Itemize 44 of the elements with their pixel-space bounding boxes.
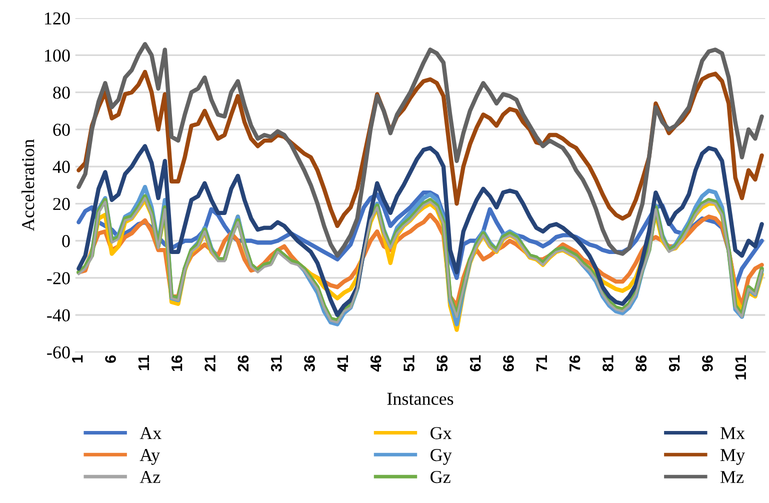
x-tick-label: 61 bbox=[470, 355, 481, 372]
y-tick-label: -60 bbox=[47, 346, 70, 359]
legend-label: My bbox=[720, 449, 745, 465]
y-tick-label: -20 bbox=[47, 272, 70, 284]
x-tick-label: 51 bbox=[404, 355, 414, 372]
x-tick-label: 66 bbox=[503, 355, 514, 372]
legend-label: Mz bbox=[720, 471, 744, 483]
x-tick-label: 26 bbox=[238, 355, 249, 372]
x-tick-label: 71 bbox=[536, 355, 547, 372]
x-tick-label: 36 bbox=[304, 355, 315, 372]
y-tick-label: 40 bbox=[52, 160, 70, 173]
x-tick-label: 86 bbox=[636, 355, 647, 372]
y-axis-title: Acceleration bbox=[21, 139, 34, 232]
x-tick-label: 81 bbox=[602, 355, 614, 372]
y-tick-label: 20 bbox=[53, 198, 70, 210]
y-tick-label: 60 bbox=[53, 124, 70, 136]
x-tick-label: 41 bbox=[337, 355, 348, 372]
legend-label: Az bbox=[140, 470, 160, 483]
x-tick-label: 76 bbox=[569, 355, 580, 372]
legend-label: Ax bbox=[140, 427, 162, 440]
x-tick-label: 46 bbox=[370, 355, 382, 372]
x-tick-label: 91 bbox=[668, 355, 680, 372]
x-tick-label: 101 bbox=[735, 355, 746, 380]
x-tick-label: 31 bbox=[270, 355, 282, 372]
legend-label: Gz bbox=[430, 470, 450, 484]
y-tick-label: 80 bbox=[53, 86, 70, 99]
y-tick-label: 0 bbox=[62, 235, 70, 248]
x-axis-title: Instances bbox=[387, 392, 454, 405]
legend-label: Mx bbox=[720, 427, 745, 440]
legend-label: Gx bbox=[430, 427, 452, 440]
x-tick-label: 11 bbox=[138, 355, 149, 370]
line-series bbox=[76, 42, 764, 258]
x-tick-label: 21 bbox=[204, 355, 216, 372]
x-tick-label: 56 bbox=[436, 355, 448, 372]
x-tick-label: 1 bbox=[72, 355, 83, 362]
y-tick-label: 100 bbox=[45, 49, 70, 62]
legend-label: Ay bbox=[140, 449, 160, 465]
x-tick-label: 96 bbox=[702, 355, 713, 372]
line-series bbox=[76, 144, 764, 318]
y-tick-label: 120 bbox=[45, 12, 70, 25]
x-tick-label: 6 bbox=[105, 355, 116, 363]
x-tick-label: 16 bbox=[171, 355, 182, 371]
y-tick-label: -40 bbox=[47, 309, 70, 322]
legend-label: Gy bbox=[430, 448, 452, 465]
